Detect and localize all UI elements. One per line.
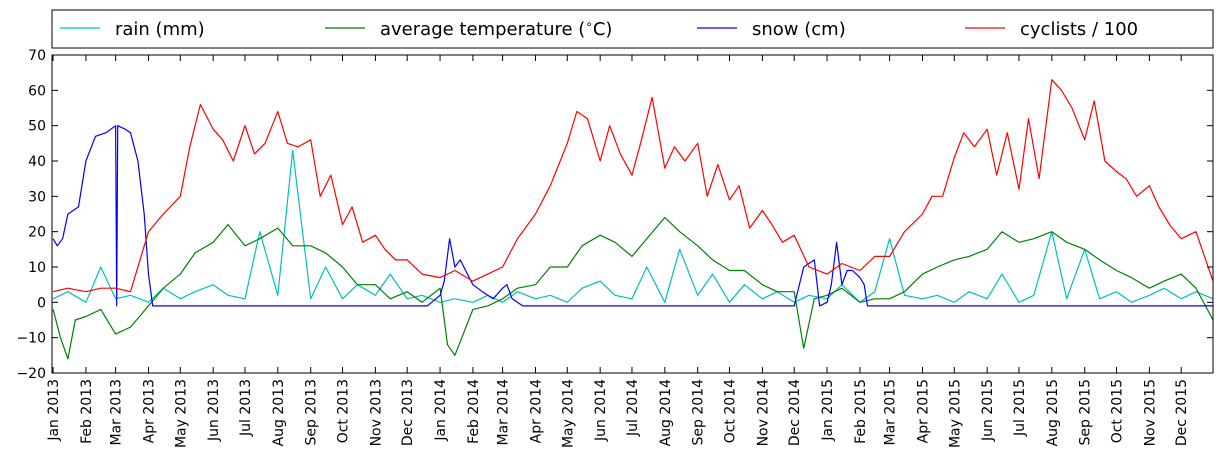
x-tick-label: Feb 2014	[466, 379, 482, 444]
y-tick-label: 40	[28, 154, 46, 170]
y-tick-label: 30	[28, 189, 46, 205]
x-tick-label: Jan 2015	[820, 379, 836, 442]
degree-unit: C)	[593, 19, 613, 40]
x-tick-label: Aug 2015	[1045, 379, 1061, 446]
plot-frame	[52, 55, 1213, 373]
y-axis: −20 −10 0 10 20 30 40 50 60 70	[16, 48, 1213, 382]
x-tick-label: Jun 2015	[980, 379, 996, 442]
legend-label-0: rain (mm)	[115, 19, 205, 40]
legend-label-1: average temperature (∘C)	[380, 17, 612, 40]
series-line-0	[52, 149, 1213, 303]
x-tick-label: Apr 2015	[915, 379, 931, 443]
plot-border	[51, 54, 1214, 374]
x-tick-label: Jul 2013	[238, 379, 254, 437]
x-tick-label: Aug 2013	[271, 379, 287, 446]
x-tick-label: May 2015	[947, 379, 963, 448]
legend-label-3: cyclists / 100	[1020, 19, 1138, 40]
series-line-2	[52, 125, 1213, 307]
y-tick-label: 50	[28, 119, 46, 135]
series-layer	[52, 79, 1213, 360]
x-tick-label: Aug 2014	[658, 379, 674, 447]
y-tick-label: 20	[28, 225, 46, 241]
x-tick-label: Mar 2015	[883, 379, 899, 446]
x-tick-label: Oct 2013	[336, 379, 352, 443]
x-tick-label: Feb 2015	[853, 379, 869, 444]
x-tick-label: Nov 2015	[1142, 379, 1158, 446]
x-tick-label: Jun 2013	[206, 379, 222, 442]
x-tick-label: May 2014	[560, 379, 576, 448]
x-tick-label: Feb 2013	[79, 379, 95, 444]
x-tick-label: Nov 2014	[755, 379, 771, 446]
x-tick-label: Dec 2013	[400, 379, 416, 446]
x-tick-label: Jan 2013	[46, 379, 62, 442]
legend-box	[51, 9, 1214, 49]
x-tick-label: Apr 2014	[528, 379, 544, 443]
series-line-3	[52, 79, 1213, 293]
x-tick-label: Jul 2015	[1012, 379, 1028, 437]
x-tick-label: Jul 2014	[625, 379, 641, 437]
y-tick-label: 0	[37, 295, 46, 311]
y-tick-label: 70	[28, 48, 46, 64]
legend: rain (mm) average temperature (∘C) snow (c…	[51, 9, 1214, 49]
x-tick-label: Sep 2013	[304, 379, 320, 445]
x-tick-label: Jun 2014	[593, 379, 609, 442]
y-tick-label: −20	[16, 366, 46, 382]
x-tick-label: Jan 2014	[433, 379, 449, 442]
x-tick-label: Dec 2014	[787, 379, 803, 446]
x-tick-label: Mar 2014	[496, 379, 512, 446]
y-tick-label: −10	[16, 331, 46, 347]
x-tick-label: Oct 2014	[723, 379, 739, 443]
x-tick-label: Oct 2015	[1110, 379, 1126, 443]
x-tick-label: Sep 2015	[1078, 379, 1094, 445]
plot-area	[51, 54, 1214, 374]
x-tick-label: May 2013	[173, 379, 189, 448]
x-tick-label: Sep 2014	[691, 379, 707, 446]
degree-superscript: ∘	[585, 17, 593, 31]
series-line-1	[52, 216, 1213, 360]
y-tick-label: 10	[28, 260, 46, 276]
x-tick-label: Dec 2015	[1174, 379, 1190, 446]
x-tick-label: Mar 2013	[109, 379, 125, 446]
x-tick-label: Nov 2013	[368, 379, 384, 446]
x-tick-label: Apr 2013	[141, 379, 157, 443]
x-axis: Jan 2013 Feb 2013 Mar 2013 Apr 2013 May 2013…	[46, 55, 1190, 448]
y-tick-label: 60	[28, 83, 46, 99]
legend-label-2: snow (cm)	[752, 19, 846, 40]
